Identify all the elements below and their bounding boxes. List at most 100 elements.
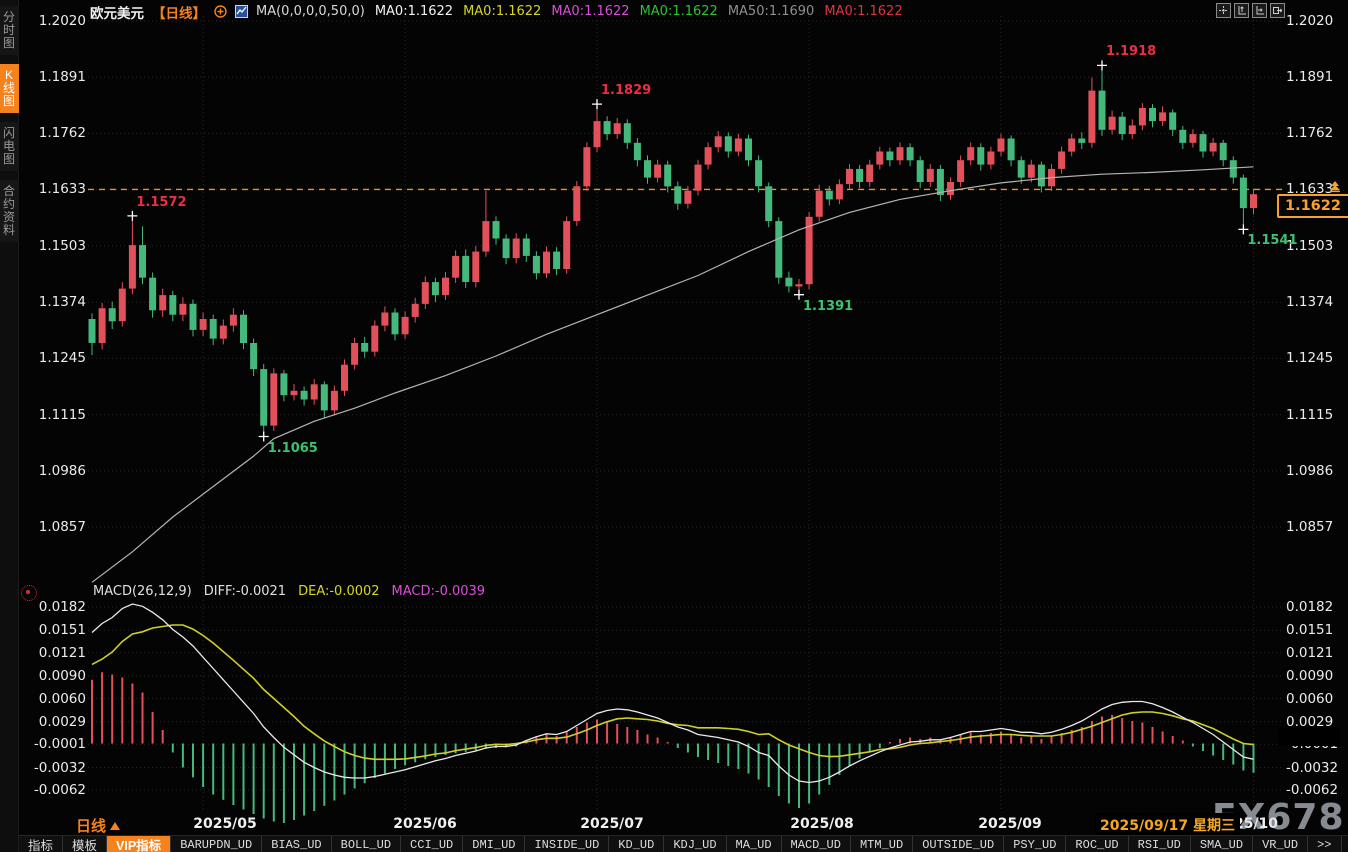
indicator-button[interactable]: DMI_UD [463,836,526,852]
indicator-button[interactable]: KD_UD [609,836,665,852]
sidebar-item[interactable]: 闪电图 [0,122,19,171]
indicator-marker-icon [21,585,37,601]
indicator-button[interactable]: PSY_UD [1004,836,1067,852]
price-tick-left: 1.1503 [38,237,86,254]
ma-legend-item: MA0:1.1622 [639,4,718,19]
indicator-button[interactable]: MACD_UD [781,836,851,852]
indicator-button[interactable]: BIAS_UD [262,836,332,852]
chart-toolbar [1216,3,1285,18]
toolbar-button[interactable]: 指标 [19,836,64,852]
price-tick-left: 1.1633 [38,181,86,198]
indicator-button[interactable]: SMA_UD [1190,836,1254,852]
indicator-button[interactable]: MTM_UD [850,836,914,852]
ma-legend-item: MA0:1.1622 [374,4,454,19]
left-sidebar: 分时图 K线图闪电图合约资料 [0,0,19,852]
macd-tick-left: 0.0029 [38,713,86,730]
price-tick-left: 1.1374 [38,294,86,311]
indicator-button[interactable]: ROC_UD [1066,836,1129,852]
ma-legend-item: MA50:1.1690 [727,4,815,19]
scale-time-icon[interactable] [1252,3,1267,18]
macd-tick-right: -0.0032 [1286,759,1339,776]
price-annotation: 1.1541 [1247,233,1298,249]
month-label: 2025/07 [580,816,644,832]
price-annotation: 1.1391 [803,298,854,314]
macd-tick-right: 0.0090 [1286,668,1334,684]
price-annotation: 1.1829 [601,83,652,99]
period-tag: 【日线】 [152,5,206,21]
price-tick-right: 1.1633 [1286,181,1334,198]
macd-tick-left: 0.0121 [38,644,86,661]
toolbar-button[interactable]: 模板 [63,836,108,852]
pan-chart-icon[interactable] [1270,3,1285,18]
chart-header: 欧元美元 【日线】 MA(0,0,0,0,50,0) MA0:1.1622 MA0:… [90,3,903,21]
price-alert-icon [1327,180,1343,198]
macd-header: MACD(26,12,9) DIFF:-0.0021 DEA:-0.0002 MACD… [93,584,485,599]
indicator-button[interactable]: RSI_UD [1128,836,1191,852]
price-tick-right: 1.0857 [1286,519,1334,535]
period-selector-label: 日线 [76,818,107,835]
indicator-button[interactable]: KDJ_UD [664,836,727,852]
scale-axis-icon[interactable] [1234,3,1249,18]
macd-tick-right: 0.0060 [1286,690,1334,707]
price-annotation: 1.1918 [1106,44,1157,60]
chart-type-icon[interactable] [235,5,248,18]
price-annotation: 1.1572 [136,194,187,210]
indicator-button[interactable]: BARUPDN_UD [171,836,263,852]
ma-legend-item: MA0:1.1622 [551,4,630,19]
month-label: 2025/09 [978,816,1042,832]
price-tick-left: 1.1762 [38,125,86,142]
sidebar-item[interactable]: 分时图 [0,6,19,55]
price-tick-left: 1.0986 [38,462,86,479]
macd-tick-left: 0.0151 [38,622,86,639]
macd-tick-left: 0.0182 [38,599,86,615]
add-indicator-icon[interactable] [214,5,227,18]
current-price-box: 1.1622 [1277,194,1348,218]
crosshair-date-box: 2025/09/17 星期三 [1095,813,1241,837]
price-tick-left: 1.1245 [38,350,86,367]
price-tick-right: 1.1503 [1286,237,1334,254]
vip-indicator-button[interactable]: VIP指标 [107,836,172,852]
macd-header-item: DIFF:-0.0021 [203,584,287,599]
price-tick-left: 1.1891 [38,69,86,86]
indicator-button[interactable]: BOLL_UD [331,836,402,852]
price-tick-left: 1.2020 [38,13,86,29]
macd-header-item: MACD(26,12,9) [93,584,192,599]
sidebar-item-active[interactable]: K线图 [0,64,19,113]
crosshair-tool-icon[interactable] [1216,3,1231,18]
symbol-title: 欧元美元 [90,5,144,21]
indicator-button[interactable]: INSIDE_UD [525,836,610,852]
macd-tick-left: -0.0001 [33,736,86,753]
ma-legend-item: MA0:1.1622 [824,4,903,19]
indicator-button[interactable]: MA_UD [726,836,782,852]
macd-tick-left: 0.0090 [38,668,86,684]
macd-tick-right: 0.0121 [1286,644,1334,661]
price-tick-right: 1.1891 [1286,69,1334,86]
sidebar-item[interactable]: 合约资料 [0,180,19,242]
indicator-button[interactable]: CCI_UD [401,836,464,852]
macd-tick-right: 0.0029 [1286,713,1334,730]
macd-tick-left: 0.0060 [38,690,86,707]
month-label: 2025/06 [393,816,457,832]
price-tick-right: 1.1762 [1286,125,1334,142]
month-label: 2025/08 [790,816,854,832]
price-tick-right: 1.0986 [1286,462,1334,479]
price-tick-left: 1.0857 [38,519,86,535]
indicator-button[interactable]: VR_UD [1253,836,1309,852]
macd-header-item: DEA:-0.0002 [298,584,380,599]
macd-tick-left: -0.0062 [33,782,86,798]
month-label: 2025/05 [193,816,257,832]
ma-legend: MA(0,0,0,0,50,0) MA0:1.1622 MA0:1.1622 MA0:… [256,4,903,19]
price-tick-left: 1.1115 [38,406,86,423]
more-indicators-button[interactable]: >> [1308,836,1342,852]
price-tick-right: 1.1374 [1286,294,1334,311]
macd-header-item: MACD:-0.0039 [391,584,486,599]
macd-tick-left: -0.0032 [33,759,86,776]
period-selector[interactable]: 日线 [76,815,121,836]
macd-tick-right: 0.0151 [1286,622,1334,639]
dropdown-up-icon [110,821,121,830]
macd-tick-right: 0.0182 [1286,599,1334,615]
indicator-button[interactable]: OUTSIDE_UD [913,836,1005,852]
bottom-toolbar: 指标 模板 VIP指标 BARUPDN_UD BIAS_UD BOLL_UD CCI_UD D… [19,835,1348,852]
